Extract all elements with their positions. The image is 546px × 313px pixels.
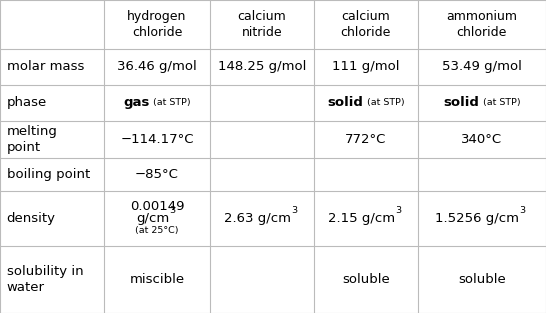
Text: 148.25 g/mol: 148.25 g/mol xyxy=(218,60,306,73)
Text: −114.17°C: −114.17°C xyxy=(120,133,194,146)
Text: 340°C: 340°C xyxy=(461,133,502,146)
Text: calcium
nitride: calcium nitride xyxy=(238,10,287,39)
Text: (at STP): (at STP) xyxy=(483,98,520,107)
Text: 3: 3 xyxy=(519,206,526,215)
Text: solid: solid xyxy=(327,96,363,109)
Text: 3: 3 xyxy=(169,206,175,215)
Text: gas: gas xyxy=(123,96,150,109)
Text: 2.63 g/cm: 2.63 g/cm xyxy=(224,212,291,225)
Text: 3: 3 xyxy=(291,206,298,215)
Text: g/cm: g/cm xyxy=(136,212,169,225)
Text: solid: solid xyxy=(443,96,479,109)
Text: (at STP): (at STP) xyxy=(367,98,405,107)
Text: soluble: soluble xyxy=(458,273,506,286)
Text: phase: phase xyxy=(7,96,47,109)
Text: solubility in
water: solubility in water xyxy=(7,265,83,294)
Text: 2.15 g/cm: 2.15 g/cm xyxy=(328,212,395,225)
Text: −85°C: −85°C xyxy=(135,168,179,181)
Text: (at STP): (at STP) xyxy=(153,98,191,107)
Text: hydrogen
chloride: hydrogen chloride xyxy=(127,10,187,39)
Text: 53.49 g/mol: 53.49 g/mol xyxy=(442,60,522,73)
Text: 0.00149: 0.00149 xyxy=(130,200,184,213)
Text: 36.46 g/mol: 36.46 g/mol xyxy=(117,60,197,73)
Text: density: density xyxy=(7,212,56,225)
Text: ammonium
chloride: ammonium chloride xyxy=(446,10,518,39)
Text: 772°C: 772°C xyxy=(345,133,387,146)
Text: 1.5256 g/cm: 1.5256 g/cm xyxy=(436,212,519,225)
Text: 111 g/mol: 111 g/mol xyxy=(332,60,400,73)
Text: soluble: soluble xyxy=(342,273,390,286)
Text: miscible: miscible xyxy=(129,273,185,286)
Text: (at 25°C): (at 25°C) xyxy=(135,226,179,235)
Text: molar mass: molar mass xyxy=(7,60,84,73)
Text: boiling point: boiling point xyxy=(7,168,90,181)
Text: 3: 3 xyxy=(395,206,401,215)
Text: melting
point: melting point xyxy=(7,125,57,154)
Text: calcium
chloride: calcium chloride xyxy=(341,10,391,39)
